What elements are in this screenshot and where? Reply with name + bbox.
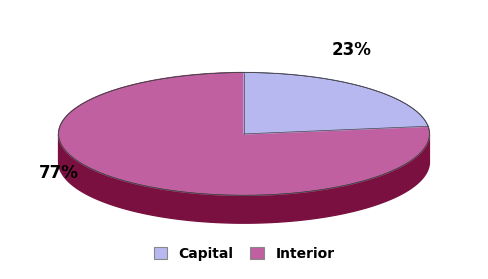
Polygon shape <box>59 134 429 223</box>
Text: 77%: 77% <box>39 164 79 182</box>
Legend: Capital, Interior: Capital, Interior <box>148 241 340 266</box>
Polygon shape <box>244 73 428 134</box>
Polygon shape <box>59 73 429 195</box>
Text: 23%: 23% <box>331 41 371 59</box>
